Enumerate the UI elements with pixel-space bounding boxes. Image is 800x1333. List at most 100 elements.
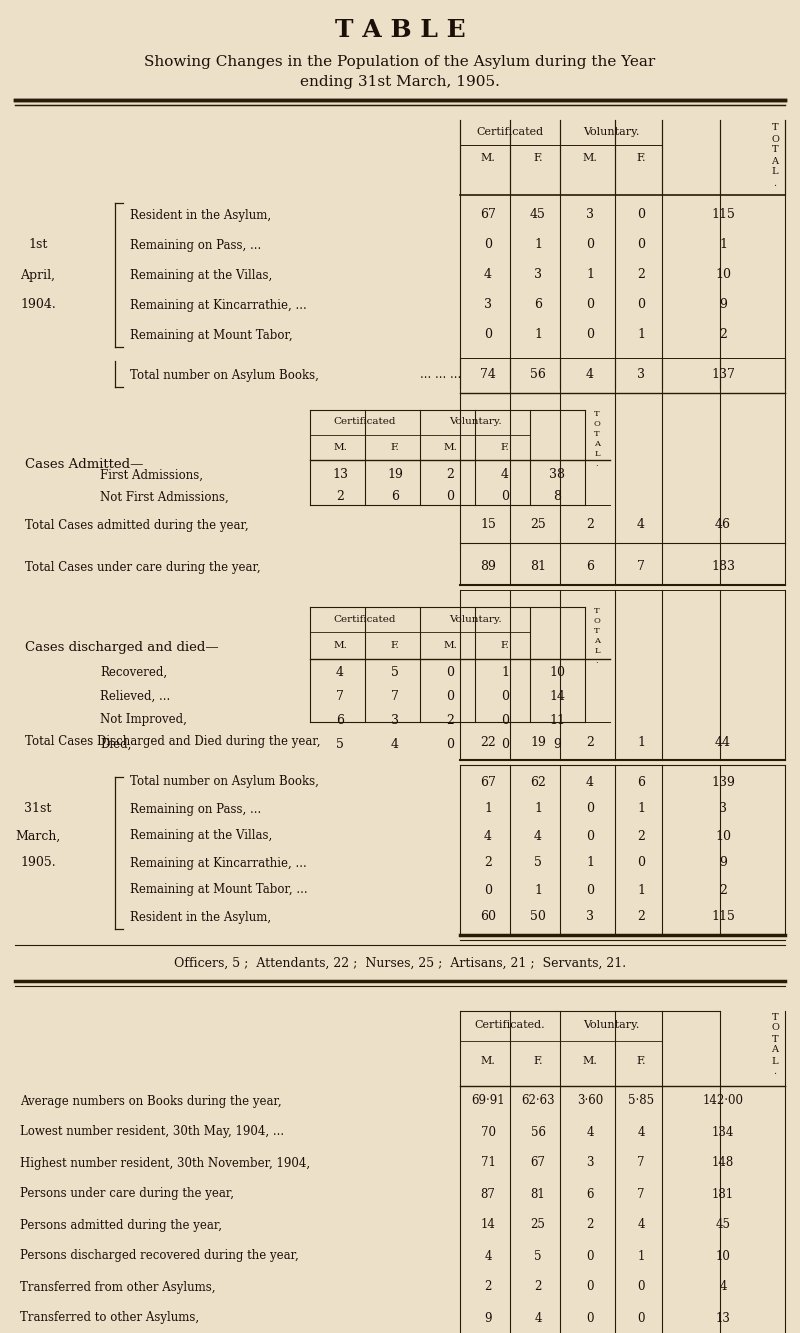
Text: 3: 3 [719,802,727,816]
Text: 2: 2 [637,268,645,281]
Text: 10: 10 [549,665,565,678]
Text: 1: 1 [586,268,594,281]
Text: 0: 0 [446,491,454,504]
Text: .: . [774,1068,777,1077]
Text: Remaining at Kincarrathie, ...: Remaining at Kincarrathie, ... [130,857,306,869]
Text: Remaining at Kincarrathie, ...: Remaining at Kincarrathie, ... [130,299,306,312]
Text: 2: 2 [484,1281,492,1293]
Text: 19: 19 [387,468,403,481]
Text: 15: 15 [480,519,496,532]
Text: 89: 89 [480,560,496,573]
Text: 1: 1 [501,665,509,678]
Text: 4: 4 [586,1125,594,1138]
Text: 3: 3 [637,368,645,381]
Text: 6: 6 [336,713,344,726]
Text: 4: 4 [484,829,492,842]
Text: 2: 2 [586,519,594,532]
Text: 44: 44 [715,736,731,749]
Text: Cases Admitted—: Cases Admitted— [25,459,143,472]
Text: 4: 4 [391,737,399,750]
Text: 7: 7 [391,689,399,702]
Text: O: O [771,135,779,144]
Text: Voluntary.: Voluntary. [583,127,639,137]
Text: Officers, 5 ;  Attendants, 22 ;  Nurses, 25 ;  Artisans, 21 ;  Servants, 21.: Officers, 5 ; Attendants, 22 ; Nurses, 2… [174,957,626,969]
Text: 25: 25 [530,519,546,532]
Text: 0: 0 [637,299,645,312]
Text: ... ... ...: ... ... ... [420,368,462,381]
Text: 9: 9 [719,857,727,869]
Text: 2: 2 [719,328,727,341]
Text: M.: M. [481,1056,495,1066]
Text: Remaining at Mount Tabor, ...: Remaining at Mount Tabor, ... [130,884,308,897]
Text: 46: 46 [715,519,731,532]
Text: Total Cases admitted during the year,: Total Cases admitted during the year, [25,519,249,532]
Text: 70: 70 [481,1125,495,1138]
Text: 2: 2 [446,468,454,481]
Text: 4: 4 [586,368,594,381]
Text: 115: 115 [711,910,735,924]
Text: 7: 7 [336,689,344,702]
Text: Certificated: Certificated [477,127,543,137]
Text: 13: 13 [332,468,348,481]
Text: 81: 81 [530,1188,546,1201]
Text: M.: M. [443,640,457,649]
Text: Total number on Asylum Books,: Total number on Asylum Books, [130,776,319,789]
Text: 0: 0 [446,665,454,678]
Text: Total number on Asylum Books,: Total number on Asylum Books, [130,368,319,381]
Text: 6: 6 [391,491,399,504]
Text: 2: 2 [586,1218,594,1232]
Text: Persons under care during the year,: Persons under care during the year, [20,1188,234,1201]
Text: 0: 0 [586,802,594,816]
Text: F.: F. [501,444,510,452]
Text: T: T [772,145,778,155]
Text: M.: M. [582,153,598,163]
Text: L: L [594,451,600,459]
Text: Showing Changes in the Population of the Asylum during the Year: Showing Changes in the Population of the… [144,55,656,69]
Text: 81: 81 [530,560,546,573]
Text: 139: 139 [711,776,735,789]
Text: 5·85: 5·85 [628,1094,654,1108]
Text: 38: 38 [549,468,565,481]
Text: 7: 7 [638,1157,645,1169]
Text: Transferred to other Asylums,: Transferred to other Asylums, [20,1312,199,1325]
Text: O: O [594,617,601,625]
Text: 115: 115 [711,208,735,221]
Text: April,: April, [21,268,55,281]
Text: 2: 2 [586,736,594,749]
Text: 4: 4 [501,468,509,481]
Text: Remaining on Pass, ...: Remaining on Pass, ... [130,802,262,816]
Text: M.: M. [481,153,495,163]
Text: M.: M. [582,1056,598,1066]
Text: T: T [594,431,600,439]
Text: 45: 45 [530,208,546,221]
Text: 1: 1 [534,239,542,252]
Text: 2: 2 [336,491,344,504]
Text: 1: 1 [638,1249,645,1262]
Text: 0: 0 [484,239,492,252]
Text: Remaining at the Villas,: Remaining at the Villas, [130,268,272,281]
Text: 1: 1 [484,802,492,816]
Text: T: T [772,124,778,132]
Text: 0: 0 [501,737,509,750]
Text: 2: 2 [637,829,645,842]
Text: Certificated: Certificated [334,417,396,427]
Text: 0: 0 [637,239,645,252]
Text: F.: F. [636,153,646,163]
Text: F.: F. [534,153,542,163]
Text: 1: 1 [534,328,542,341]
Text: 2: 2 [484,857,492,869]
Text: 0: 0 [586,1312,594,1325]
Text: 8: 8 [553,491,561,504]
Text: 3·60: 3·60 [577,1094,603,1108]
Text: Certificated.: Certificated. [474,1020,546,1030]
Text: 0: 0 [586,1281,594,1293]
Text: Voluntary.: Voluntary. [449,417,502,427]
Text: 0: 0 [446,689,454,702]
Text: 0: 0 [586,829,594,842]
Text: 1st: 1st [28,239,48,252]
Text: 1904.: 1904. [20,299,56,312]
Text: 2: 2 [534,1281,542,1293]
Text: 3: 3 [586,208,594,221]
Text: 4: 4 [637,519,645,532]
Text: 71: 71 [481,1157,495,1169]
